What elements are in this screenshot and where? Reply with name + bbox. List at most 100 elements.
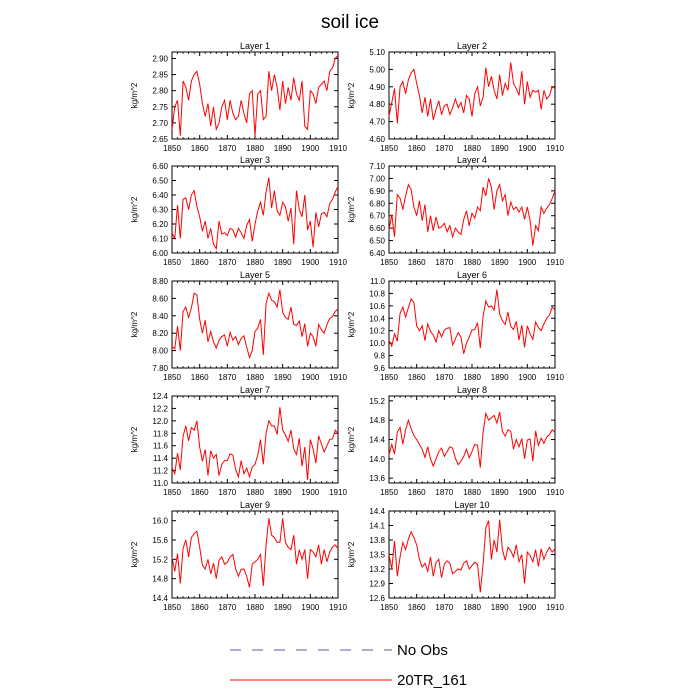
panel-layer-6: Layer 6 kg/m^2 1850 1860 1870 1880 1890 1900 191…	[347, 270, 564, 382]
panel-layer-2: Layer 2 kg/m^2 1850 1860 1870 1880 1890 1900 191…	[347, 41, 564, 153]
y-axis-label: kg/m^2	[347, 82, 356, 108]
y-axis-label: kg/m^2	[347, 426, 356, 452]
x-tick-label: 1900	[301, 144, 319, 153]
x-tick-label: 1860	[408, 488, 426, 497]
y-axis-label: kg/m^2	[347, 541, 356, 567]
x-tick-label: 1850	[380, 488, 398, 497]
x-tick-label: 1910	[329, 488, 347, 497]
panel-title: Layer 9	[240, 500, 270, 510]
y-tick-label: 15.2	[369, 397, 385, 406]
series-line-20tr-161	[388, 519, 556, 593]
x-tick-label: 1860	[408, 373, 426, 382]
y-tick-label: 10.6	[369, 302, 385, 311]
y-tick-label: 13.6	[369, 474, 385, 483]
x-tick-label: 1890	[274, 488, 292, 497]
panel-layer-1: Layer 1 kg/m^2 1850 1860 1870 1880 1890 1900 191…	[130, 41, 347, 153]
y-tick-label: 7.10	[369, 162, 385, 171]
panel-layer-9: Layer 9 kg/m^2 1850 1860 1870 1880 1890 1900 191…	[130, 500, 347, 612]
y-tick-label: 14.4	[369, 507, 385, 516]
x-tick-label: 1880	[246, 144, 264, 153]
y-tick-label: 4.90	[369, 83, 385, 92]
x-tick-label: 1870	[435, 603, 453, 612]
panel-title: Layer 5	[240, 270, 270, 280]
y-tick-label: 10.2	[369, 327, 385, 336]
x-tick-label: 1860	[191, 373, 209, 382]
x-tick-label: 1900	[301, 603, 319, 612]
y-tick-label: 2.70	[152, 119, 168, 128]
y-tick-label: 12.0	[152, 417, 168, 426]
y-axis-label: kg/m^2	[130, 426, 139, 452]
x-tick-label: 1870	[435, 488, 453, 497]
panel-layer-7: Layer 7 kg/m^2 1850 1860 1870 1880 1890 1900 191…	[130, 385, 347, 497]
y-tick-label: 12.6	[369, 594, 385, 603]
x-tick-label: 1910	[329, 373, 347, 382]
y-tick-label: 15.6	[152, 536, 168, 545]
x-tick-label: 1860	[408, 258, 426, 267]
y-tick-label: 6.60	[152, 162, 168, 171]
x-tick-label: 1860	[191, 603, 209, 612]
panel-layer-8: Layer 8 kg/m^2 1850 1860 1870 1880 1890 1900 191…	[347, 385, 564, 497]
series-line-20tr-161	[171, 177, 339, 251]
panel-layer-4: Layer 4 kg/m^2 1850 1860 1870 1880 1890 1900 191…	[347, 155, 564, 267]
y-tick-label: 9.8	[374, 352, 386, 361]
series-line-20tr-161	[171, 289, 339, 360]
x-tick-label: 1910	[546, 144, 564, 153]
y-tick-label: 2.80	[152, 87, 168, 96]
x-tick-label: 1870	[435, 144, 453, 153]
y-tick-label: 13.8	[369, 536, 385, 545]
y-tick-label: 6.30	[152, 206, 168, 215]
x-tick-label: 1870	[218, 603, 236, 612]
y-axis-label: kg/m^2	[130, 196, 139, 222]
y-tick-label: 14.8	[369, 416, 385, 425]
y-tick-label: 4.70	[369, 118, 385, 127]
series-line-20tr-161	[171, 407, 339, 480]
series-line-20tr-161	[388, 411, 556, 468]
y-tick-label: 14.4	[369, 436, 385, 445]
x-tick-label: 1850	[163, 603, 181, 612]
x-tick-label: 1890	[491, 144, 509, 153]
y-tick-label: 13.5	[369, 551, 385, 560]
x-tick-label: 1870	[218, 488, 236, 497]
x-tick-label: 1890	[274, 603, 292, 612]
y-tick-label: 14.1	[369, 522, 385, 531]
panel-title: Layer 1	[240, 41, 270, 51]
y-tick-label: 5.10	[369, 48, 385, 57]
y-tick-label: 7.80	[152, 364, 168, 373]
x-tick-label: 1910	[546, 373, 564, 382]
y-tick-label: 8.20	[152, 329, 168, 338]
y-tick-label: 2.90	[152, 54, 168, 63]
panel-title: Layer 8	[457, 385, 487, 395]
x-tick-label: 1900	[518, 488, 536, 497]
panel-layer-3: Layer 3 kg/m^2 1850 1860 1870 1880 1890 1900 191…	[130, 155, 347, 267]
y-axis-label: kg/m^2	[347, 311, 356, 337]
y-tick-label: 8.60	[152, 294, 168, 303]
series-line-20tr-161	[388, 178, 556, 246]
y-tick-label: 8.00	[152, 347, 168, 356]
panels: Layer 1 kg/m^2 1850 1860 1870 1880 1890 1900 191…	[130, 41, 564, 612]
panel-layer-5: Layer 5 kg/m^2 1850 1860 1870 1880 1890 1900 191…	[130, 270, 347, 382]
x-tick-label: 1890	[491, 488, 509, 497]
y-tick-label: 16.0	[152, 517, 168, 526]
series-line-20tr-161	[171, 54, 339, 136]
x-tick-label: 1850	[163, 373, 181, 382]
y-tick-label: 12.2	[152, 404, 168, 413]
plot-frame	[388, 280, 556, 369]
x-tick-label: 1890	[491, 258, 509, 267]
x-tick-label: 1890	[274, 144, 292, 153]
x-tick-label: 1900	[301, 258, 319, 267]
y-tick-label: 2.85	[152, 71, 168, 80]
x-tick-label: 1880	[246, 603, 264, 612]
series-line-20tr-161	[171, 518, 339, 588]
y-tick-label: 12.9	[369, 580, 385, 589]
y-axis-label: kg/m^2	[130, 541, 139, 567]
legend-label-20tr-161: 20TR_161	[397, 672, 467, 689]
x-tick-label: 1880	[246, 258, 264, 267]
panel-title: Layer 7	[240, 385, 270, 395]
y-tick-label: 11.6	[153, 442, 169, 451]
x-tick-label: 1900	[518, 144, 536, 153]
x-tick-label: 1850	[380, 373, 398, 382]
y-tick-label: 9.6	[374, 364, 386, 373]
y-tick-label: 4.60	[369, 135, 385, 144]
y-tick-label: 6.10	[152, 235, 168, 244]
x-tick-label: 1910	[546, 603, 564, 612]
